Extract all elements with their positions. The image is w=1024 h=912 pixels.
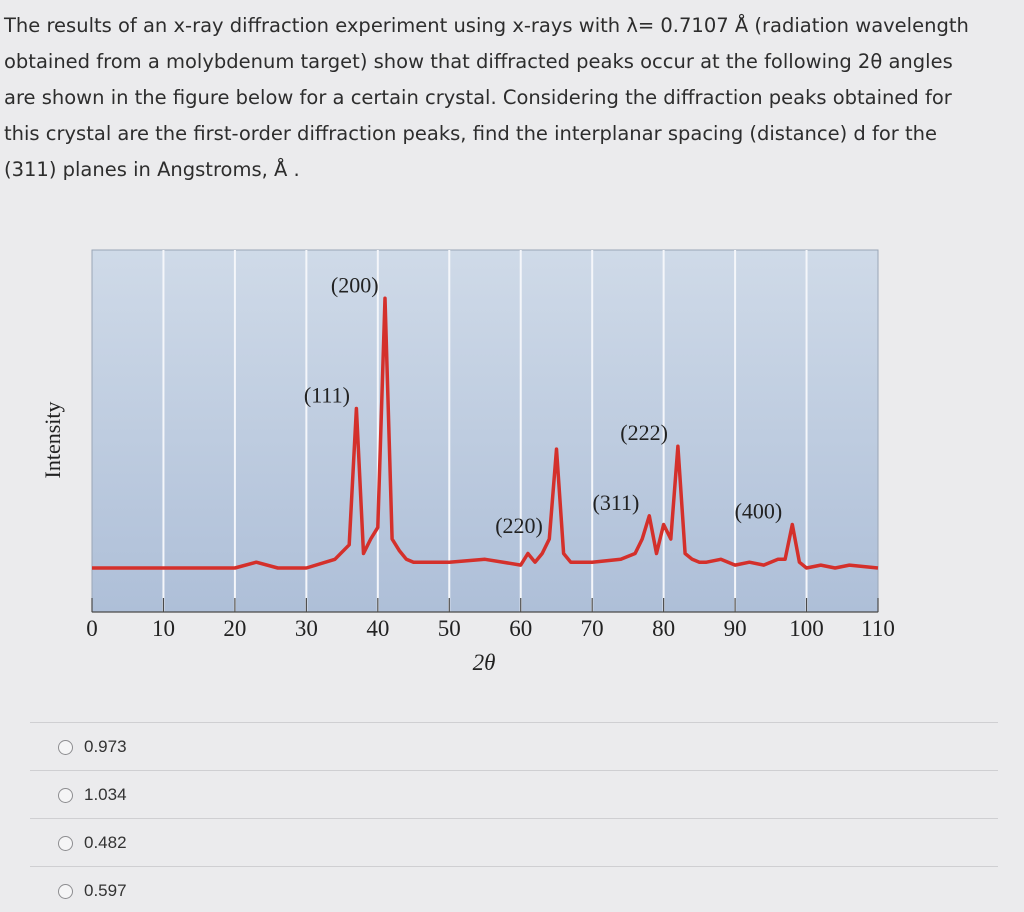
question-line: (311) planes in Angstroms, Å .: [4, 158, 300, 181]
answer-option[interactable]: 0.973: [58, 732, 127, 762]
option-label: 0.973: [84, 737, 127, 756]
x-tick-label: 60: [509, 616, 532, 641]
divider: [30, 866, 998, 867]
diffraction-chart: (111) (200) (220) (311) (222) (400) 0 10 20 30 40…: [0, 200, 1024, 700]
x-tick-label: 70: [581, 616, 604, 641]
question-line: this crystal are the first-order diffrac…: [4, 122, 938, 145]
x-tick-label: 110: [861, 616, 895, 641]
peak-label: (400): [735, 499, 783, 524]
x-tick-label: 80: [652, 616, 675, 641]
option-label: 1.034: [84, 785, 127, 804]
question-line: are shown in the figure below for a cert…: [4, 86, 952, 109]
peak-label: (311): [593, 490, 640, 515]
x-tick-label: 10: [152, 616, 175, 641]
question-line: obtained from a molybdenum target) show …: [4, 50, 953, 73]
peak-label: (222): [620, 420, 668, 445]
radio-button-icon[interactable]: [58, 739, 73, 755]
option-label: 0.597: [84, 881, 127, 900]
x-tick-label: 30: [295, 616, 318, 641]
radio-button-icon[interactable]: [58, 883, 73, 899]
x-tick-label: 0: [86, 616, 98, 641]
x-axis-label: 2θ: [473, 650, 496, 675]
x-tick-label: 20: [223, 616, 246, 641]
peak-label: (220): [495, 513, 543, 538]
x-tick-label: 50: [438, 616, 461, 641]
divider: [30, 722, 998, 723]
radio-button-icon[interactable]: [58, 787, 73, 803]
y-axis-label: Intensity: [40, 402, 65, 479]
answer-option[interactable]: 0.597: [58, 876, 127, 906]
radio-button-icon[interactable]: [58, 835, 73, 851]
question-line: The results of an x-ray diffraction expe…: [4, 14, 969, 37]
x-tick-label: 40: [366, 616, 389, 641]
divider: [30, 818, 998, 819]
intensity-series-line: [92, 296, 879, 570]
chart-svg: (111) (200) (220) (311) (222) (400) 0 10 20 30 40…: [40, 249, 895, 675]
x-tick-label: 90: [724, 616, 747, 641]
x-tick-label: 100: [789, 616, 824, 641]
plot-area: [91, 249, 879, 613]
answer-option[interactable]: 1.034: [58, 780, 127, 810]
peak-label: (111): [304, 383, 350, 408]
answer-option[interactable]: 0.482: [58, 828, 127, 858]
option-label: 0.482: [84, 833, 127, 852]
question-text: The results of an x-ray diffraction expe…: [4, 8, 1020, 188]
peak-label: (200): [331, 272, 379, 297]
divider: [30, 770, 998, 771]
